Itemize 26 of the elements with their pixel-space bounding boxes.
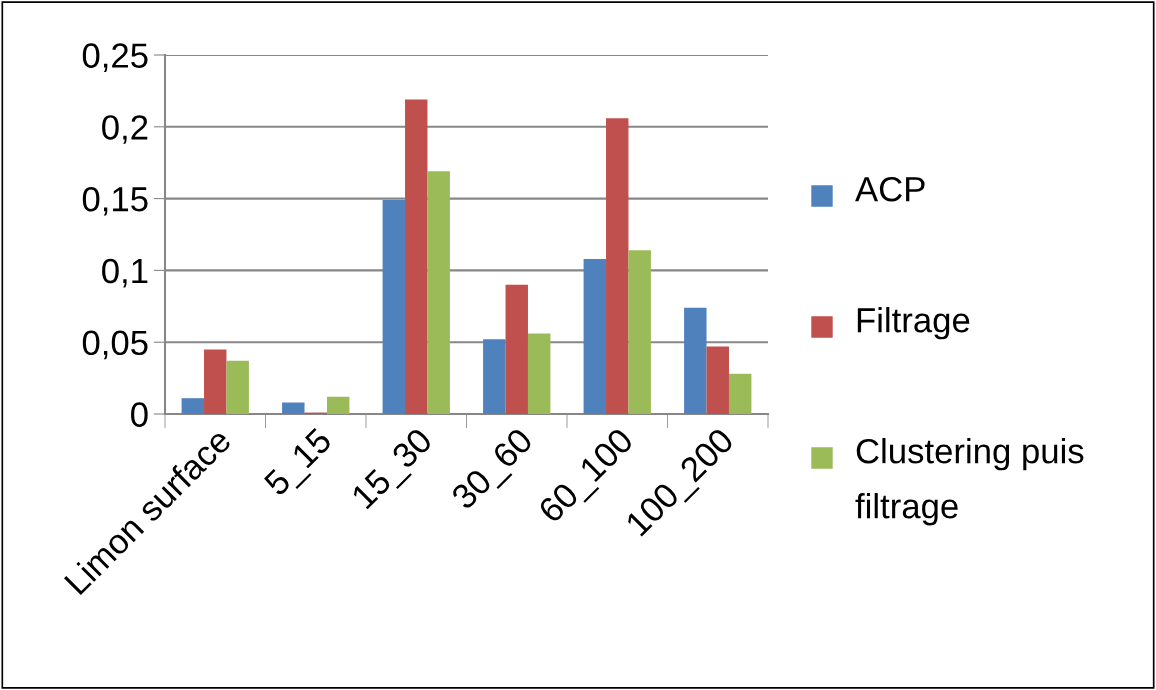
bar — [527, 333, 551, 414]
y-tick-label: 0,15 — [82, 186, 148, 216]
y-tick-label: 0,1 — [102, 258, 148, 288]
bar — [684, 307, 707, 414]
bar — [583, 258, 607, 414]
legend-label: ACP — [855, 176, 925, 202]
legend-label: Clustering puis filtrage — [855, 438, 1084, 526]
y-tick-label: 0 — [131, 402, 148, 427]
bar — [706, 346, 729, 414]
legend-label: Filtrage — [857, 307, 970, 340]
bar — [606, 118, 629, 414]
bar — [505, 284, 528, 414]
bar — [728, 373, 752, 414]
bar — [326, 396, 350, 414]
bar — [405, 99, 428, 414]
bar — [181, 398, 205, 414]
y-tick-label: 0,2 — [102, 115, 148, 144]
bar — [628, 250, 651, 414]
y-tick-label: 0,25 — [82, 43, 148, 73]
bar — [382, 200, 406, 414]
bar — [282, 402, 305, 414]
bar — [427, 171, 450, 414]
bar — [204, 349, 227, 414]
y-tick-label: 0,05 — [82, 330, 148, 360]
bar — [483, 339, 506, 414]
bar — [226, 360, 249, 414]
